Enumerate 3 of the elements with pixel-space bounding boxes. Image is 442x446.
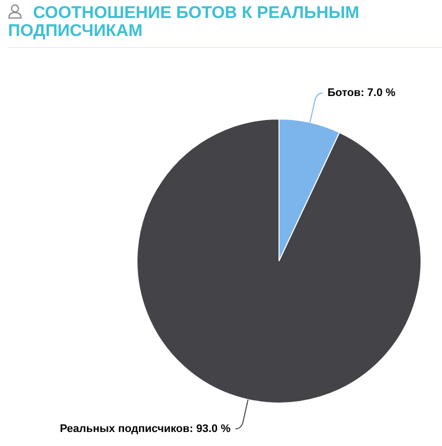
slice-label: Ботов: 7.0 % (328, 87, 396, 100)
chart-title: СООТНОШЕНИЕ БОТОВ К РЕАЛЬНЫМ ПОДПИСЧИКАМ (8, 3, 360, 40)
slice-label: Реальных подписчиков: 93.0 % (60, 422, 231, 435)
